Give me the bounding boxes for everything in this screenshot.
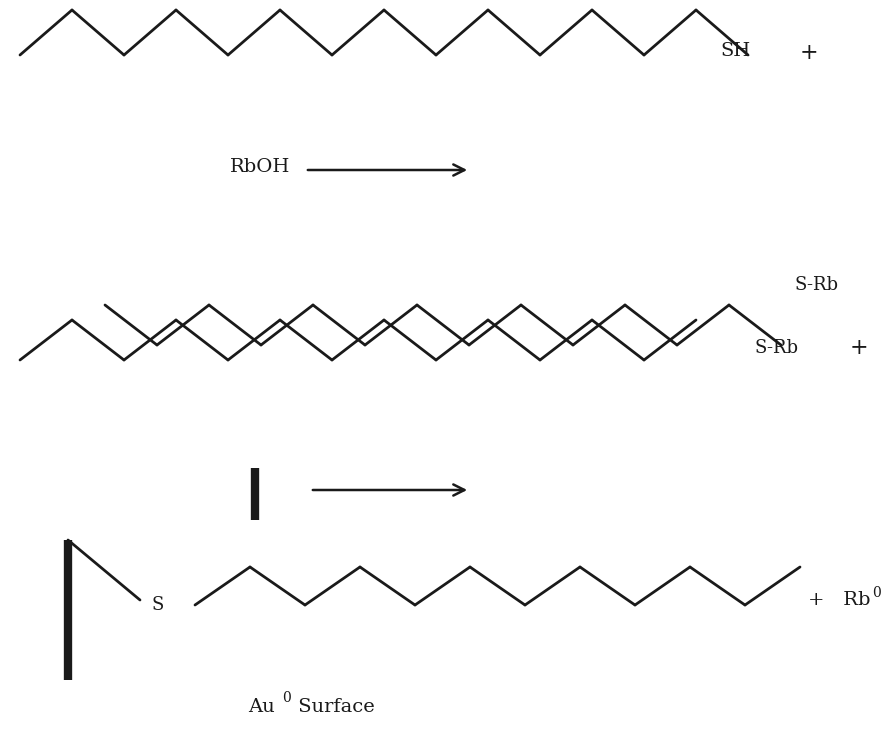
Text: Surface: Surface: [291, 698, 375, 716]
Text: S-Rb: S-Rb: [755, 339, 798, 357]
Text: SH: SH: [719, 42, 749, 60]
Text: 0: 0: [871, 586, 880, 600]
Text: RbOH: RbOH: [230, 158, 290, 176]
Text: S-Rb: S-Rb: [794, 276, 838, 294]
Text: +: +: [849, 337, 868, 359]
Text: S: S: [152, 596, 164, 614]
Text: +: +: [799, 42, 818, 64]
Text: 0: 0: [282, 691, 291, 705]
Text: +   Rb: + Rb: [807, 591, 870, 609]
Text: Au: Au: [248, 698, 274, 716]
